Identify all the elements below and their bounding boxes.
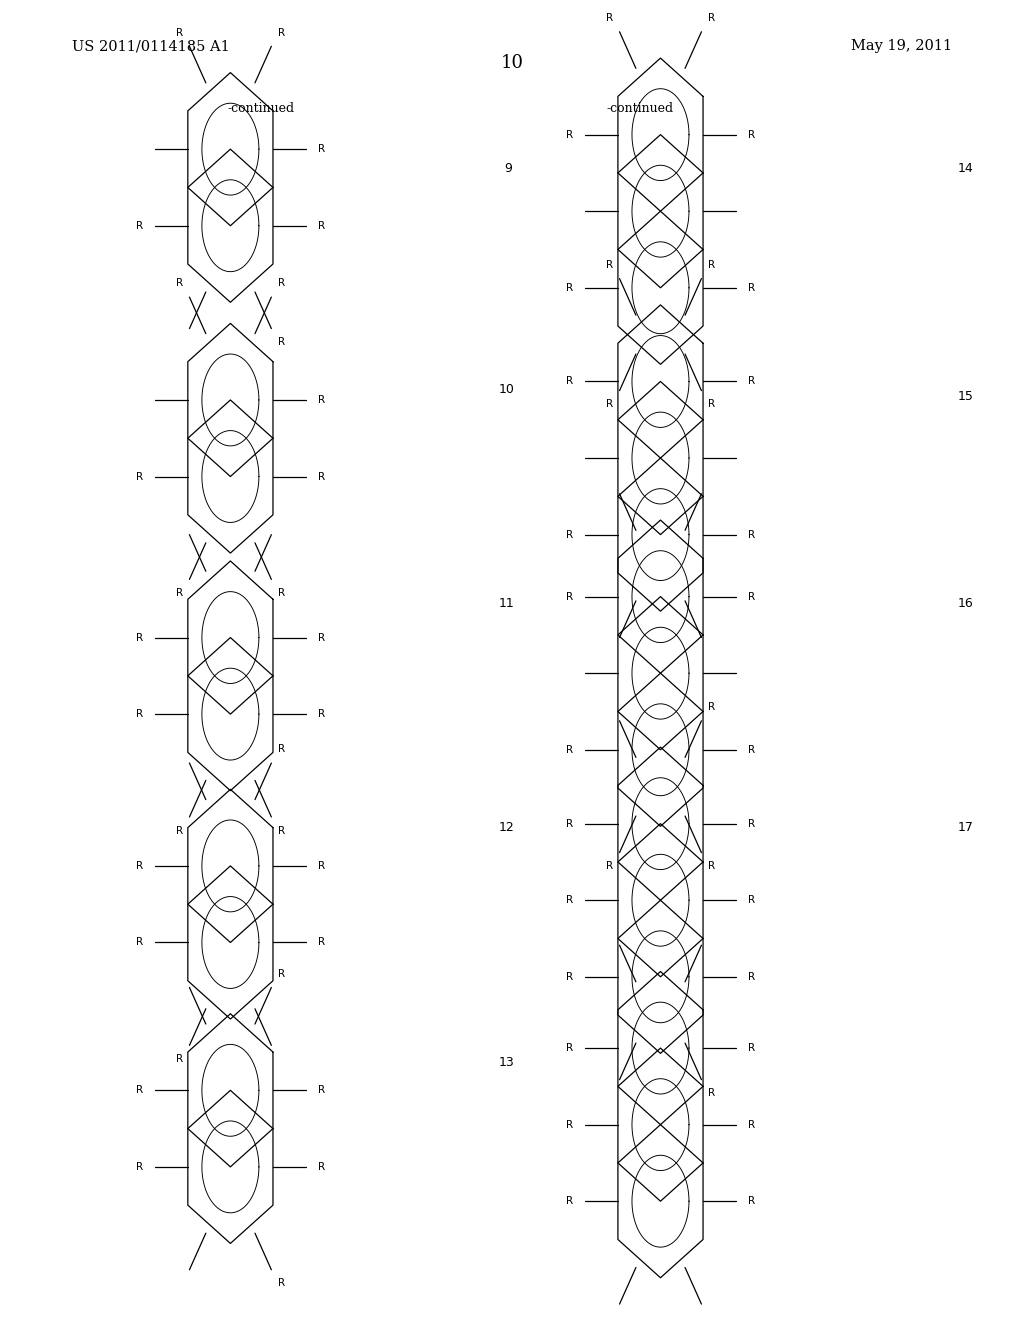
Text: -continued: -continued <box>606 102 674 115</box>
Text: R: R <box>135 632 142 643</box>
Text: R: R <box>565 744 572 755</box>
Text: R: R <box>176 589 183 598</box>
Text: R: R <box>708 1089 715 1098</box>
Text: R: R <box>749 1043 756 1053</box>
Text: US 2011/0114185 A1: US 2011/0114185 A1 <box>72 40 229 53</box>
Text: 12: 12 <box>499 821 514 834</box>
Text: R: R <box>565 376 572 387</box>
Text: R: R <box>278 589 285 598</box>
Text: R: R <box>318 144 326 154</box>
Text: R: R <box>318 861 326 871</box>
Text: 10: 10 <box>501 54 523 73</box>
Text: R: R <box>135 937 142 948</box>
Text: R: R <box>749 895 756 906</box>
Text: May 19, 2011: May 19, 2011 <box>851 40 952 53</box>
Text: R: R <box>565 1196 572 1206</box>
Text: R: R <box>749 529 756 540</box>
Text: R: R <box>565 972 572 982</box>
Text: R: R <box>135 471 142 482</box>
Text: R: R <box>278 826 285 836</box>
Text: R: R <box>606 13 613 22</box>
Text: R: R <box>749 972 756 982</box>
Text: R: R <box>749 744 756 755</box>
Text: R: R <box>565 129 572 140</box>
Text: R: R <box>749 591 756 602</box>
Text: R: R <box>565 1119 572 1130</box>
Text: R: R <box>318 395 326 405</box>
Text: R: R <box>565 282 572 293</box>
Text: R: R <box>749 818 756 829</box>
Text: R: R <box>176 1055 183 1064</box>
Text: R: R <box>278 28 285 37</box>
Text: R: R <box>318 1162 326 1172</box>
Text: R: R <box>278 969 285 978</box>
Text: R: R <box>318 937 326 948</box>
Text: R: R <box>135 220 142 231</box>
Text: 17: 17 <box>957 821 974 834</box>
Text: R: R <box>318 220 326 231</box>
Text: 14: 14 <box>957 162 973 176</box>
Text: R: R <box>749 282 756 293</box>
Text: R: R <box>749 376 756 387</box>
Text: R: R <box>606 400 613 409</box>
Text: R: R <box>708 400 715 409</box>
Text: R: R <box>318 632 326 643</box>
Text: -continued: -continued <box>227 102 295 115</box>
Text: 13: 13 <box>499 1056 514 1069</box>
Text: 11: 11 <box>499 597 514 610</box>
Text: R: R <box>176 28 183 37</box>
Text: R: R <box>278 1279 285 1288</box>
Text: R: R <box>749 1119 756 1130</box>
Text: R: R <box>708 862 715 871</box>
Text: R: R <box>318 471 326 482</box>
Text: R: R <box>565 529 572 540</box>
Text: R: R <box>135 861 142 871</box>
Text: R: R <box>749 1196 756 1206</box>
Text: R: R <box>135 1162 142 1172</box>
Text: R: R <box>278 279 285 288</box>
Text: R: R <box>135 709 142 719</box>
Text: 9: 9 <box>504 162 512 176</box>
Text: R: R <box>278 744 285 754</box>
Text: R: R <box>318 1085 326 1096</box>
Text: R: R <box>135 1085 142 1096</box>
Text: 10: 10 <box>499 383 515 396</box>
Text: 16: 16 <box>957 597 973 610</box>
Text: R: R <box>565 591 572 602</box>
Text: R: R <box>565 818 572 829</box>
Text: 15: 15 <box>957 389 974 403</box>
Text: R: R <box>749 129 756 140</box>
Text: R: R <box>606 862 613 871</box>
Text: R: R <box>708 13 715 22</box>
Text: R: R <box>565 895 572 906</box>
Text: R: R <box>606 260 613 269</box>
Text: R: R <box>708 702 715 711</box>
Text: R: R <box>318 709 326 719</box>
Text: R: R <box>278 338 285 347</box>
Text: R: R <box>708 260 715 269</box>
Text: R: R <box>565 1043 572 1053</box>
Text: R: R <box>176 826 183 836</box>
Text: R: R <box>176 279 183 288</box>
